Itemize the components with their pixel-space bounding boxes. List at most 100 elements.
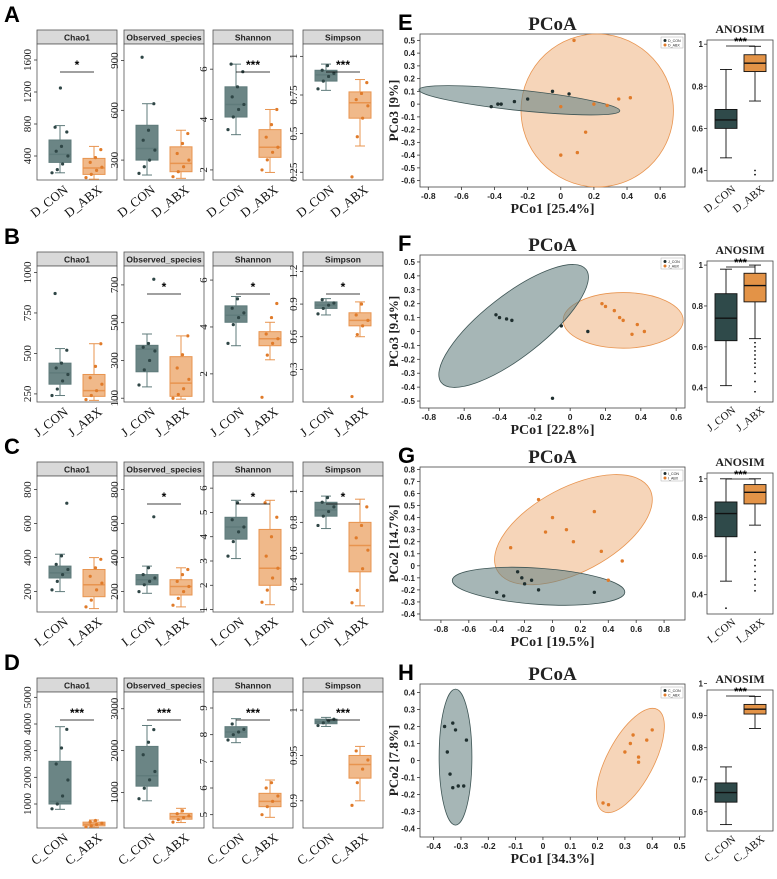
strip-label: Observed_species [126,681,201,691]
point-abx [99,148,103,152]
point-abx [365,81,369,85]
point-con [320,298,324,302]
scatter-point-abx [601,801,605,805]
point-con [54,762,58,766]
scatter-point-abx [508,546,513,550]
x-group-label: J_ABX [152,403,192,439]
panel-letter-D: D [4,650,20,675]
sig-label: * [162,490,167,504]
point-con [65,501,69,505]
y-tick-label: 0 [411,328,416,337]
anosim-con-box [714,501,738,538]
y-tick-label: 800 [22,481,34,498]
anosim-y-tick-label: 1 [699,40,704,49]
strip-label: Shannon [235,681,271,691]
y-tick-label: -0.3 [401,369,415,378]
point-con [242,727,246,731]
point-con [54,562,58,567]
x-group-label: C_CON [115,829,158,867]
point-con [230,306,234,310]
point-abx [263,501,267,505]
y-tick-label: 8 [198,731,210,737]
y-tick-label: -0.2 [401,791,415,800]
y-tick-label: 1000 [22,261,34,284]
y-tick-label: 1 [288,707,300,713]
point-abx [187,814,191,818]
point-con [242,311,246,315]
scatter-point-con [536,588,541,592]
point-con [66,372,70,377]
scatter-point-con [495,590,499,594]
point-abx [88,160,92,164]
point-abx [260,168,264,172]
y-tick-label: -0.6 [401,177,415,186]
scatter-point-con [464,738,469,742]
point-abx [355,781,359,785]
strip-label: Shannon [235,255,271,265]
anosim-group-label: I_CON [705,616,738,645]
panel-letter-E: E [398,10,413,35]
point-abx [89,393,93,398]
point-abx [350,175,354,179]
scatter-point-abx [621,318,625,323]
point-con [53,125,57,129]
anosim-con-box [714,293,738,342]
strip-label: Chao1 [64,255,90,265]
y-axis-label: PCo3 [9.4%] [386,296,401,368]
scatter-point-con [501,594,506,598]
point-con [327,74,331,79]
point-abx [354,536,358,540]
point-abx [186,334,190,338]
y-tick-label: 0.95 [288,745,300,765]
y-tick-label: 0.1 [404,740,416,749]
panel-F: F PCoA -0.8 -0.6 -0.4 -0.2 0 0.2 0.4 0.6 -0.5 -0.4 -… [386,231,774,438]
legend-marker-abx [663,693,667,697]
strip-label: Observed_species [126,465,201,475]
x-tick-label: 0.2 [600,412,612,422]
scatter-point-abx [592,509,597,514]
y-tick-label: -0.1 [401,341,415,350]
x-group-label: I_ABX [241,613,281,649]
strip-label: Simpson [325,465,361,475]
anosim-y-tick-label: 0.6 [692,808,704,817]
scatter-point-abx [536,497,541,502]
y-tick-label: 0.3 [288,362,300,376]
scatter-point-abx [630,332,634,336]
scatter-point-abx [543,530,548,534]
panel-letter-G: G [398,443,415,468]
x-axis-label: PCo1 [19.5%] [511,635,595,650]
y-tick-label: 0.2 [404,538,416,547]
y-tick-label: 100 [109,389,121,406]
x-tick-label: 0.2 [588,191,600,201]
point-con [50,393,54,398]
point-con [148,579,152,584]
y-tick-label: 0 [411,562,416,571]
x-tick-label: -0.8 [421,191,436,201]
point-con [152,102,156,106]
point-abx [95,168,99,172]
anosim-group-label: C_CON [702,833,738,865]
point-con [235,501,240,505]
point-con [142,165,146,169]
panel-G: G PCoA -0.8 -0.6 -0.4 -0.2 0 0.2 0.4 0.6 0.8 -0.4 -0… [386,443,774,650]
anosim-abx-outlier [754,362,756,365]
scatter-point-abx [550,515,555,520]
point-con [55,579,59,584]
point-abx [361,567,365,571]
point-abx [93,566,98,570]
point-abx [271,576,275,580]
x-tick-label: -0.1 [508,841,523,851]
anosim-y-tick-label: 0.8 [692,513,704,522]
x-tick-label: -0.2 [520,191,535,201]
anosim-y-tick-label: 0.7 [692,776,704,785]
x-group-label: J_CON [118,403,158,439]
legend-marker-con [663,39,667,42]
point-abx [187,158,191,162]
point-abx [354,749,358,753]
ellipse-con [418,85,621,116]
scatter-point-con [529,578,534,582]
y-tick-label: 3000 [22,739,34,762]
